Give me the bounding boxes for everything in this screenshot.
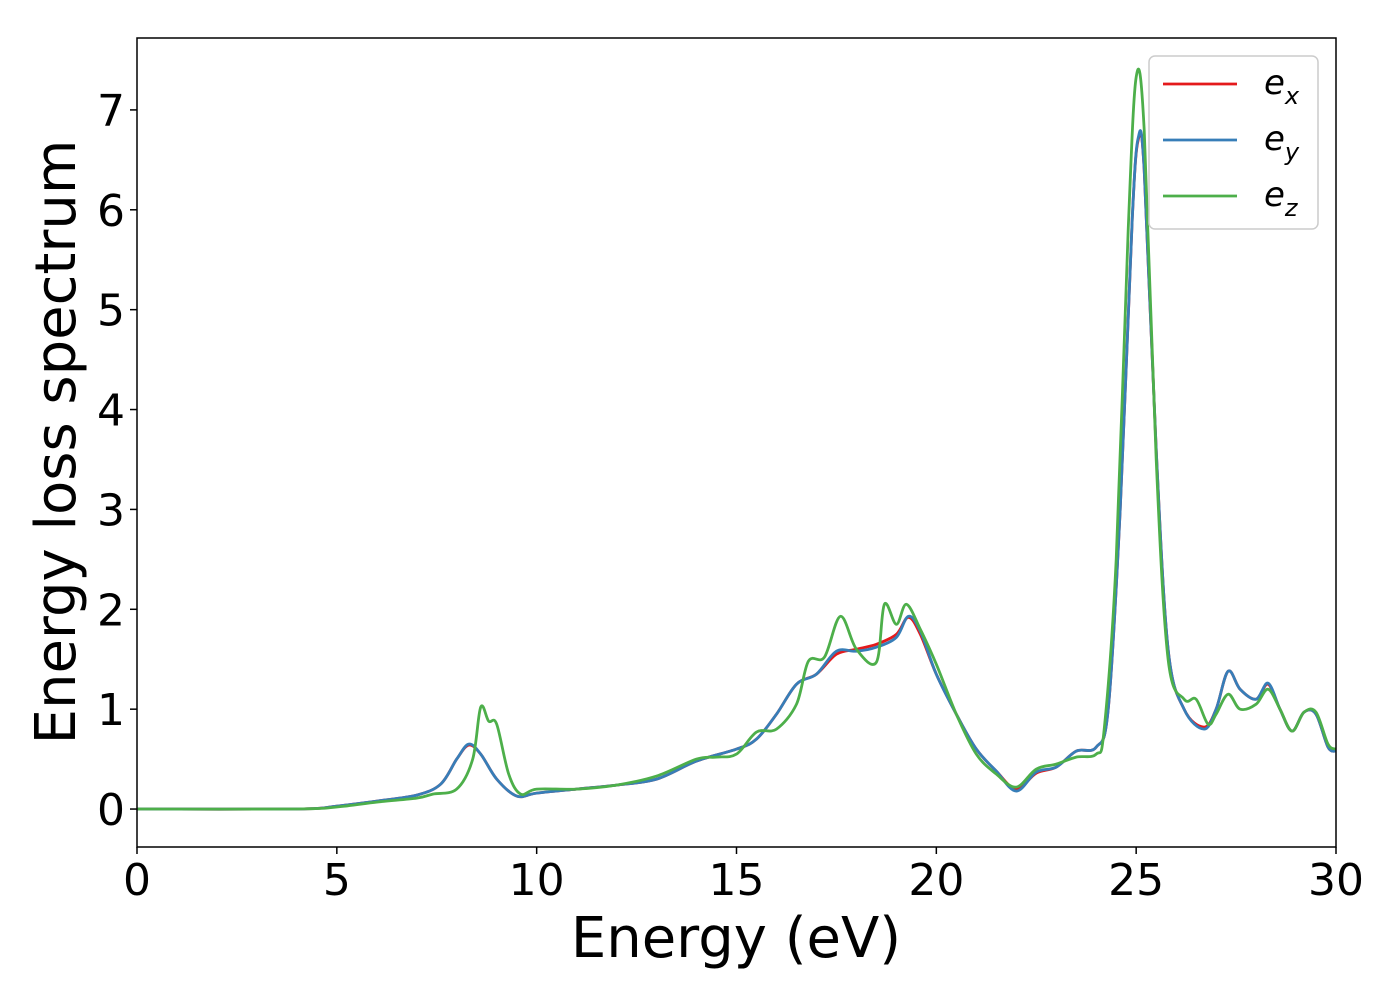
y-tick-label: 6 xyxy=(97,186,125,237)
legend-label-subscript: y xyxy=(1284,138,1300,166)
x-tick-label: 20 xyxy=(908,855,964,906)
x-tick-label: 10 xyxy=(509,855,565,906)
series-layer xyxy=(137,67,1336,811)
x-axis: 0 5 10 15 20 25 30 xyxy=(123,847,1364,906)
y-tick-label: 4 xyxy=(97,386,125,437)
y-axis-title: Energy loss spectrum xyxy=(24,140,89,745)
legend-label-main: e xyxy=(1264,175,1285,215)
x-tick-label: 0 xyxy=(123,855,151,906)
legend-label: ez xyxy=(1264,175,1299,222)
series-line-e-y xyxy=(137,129,1336,811)
series-line-e-z xyxy=(137,67,1336,811)
y-tick-label: 3 xyxy=(97,485,125,536)
legend-label: ex xyxy=(1264,63,1300,110)
y-axis: 0 1 2 3 4 5 6 7 xyxy=(97,86,137,836)
x-tick-label: 15 xyxy=(709,855,765,906)
y-tick-label: 0 xyxy=(97,785,125,836)
y-tick-label: 5 xyxy=(97,286,125,337)
legend-label-main: e xyxy=(1264,119,1285,159)
x-axis-title: Energy (eV) xyxy=(571,906,901,971)
legend-label-subscript: x xyxy=(1284,82,1300,110)
x-tick-label: 25 xyxy=(1108,855,1164,906)
legend-label-main: e xyxy=(1264,63,1285,103)
y-tick-label: 7 xyxy=(97,86,125,137)
legend-label: ey xyxy=(1264,119,1300,166)
legend-label-subscript: z xyxy=(1284,194,1299,222)
plot-background xyxy=(137,38,1336,847)
x-tick-label: 5 xyxy=(323,855,351,906)
legend-box xyxy=(1148,55,1319,230)
x-tick-label: 30 xyxy=(1308,855,1364,906)
y-tick-label: 2 xyxy=(97,585,125,636)
y-tick-label: 1 xyxy=(97,685,125,736)
